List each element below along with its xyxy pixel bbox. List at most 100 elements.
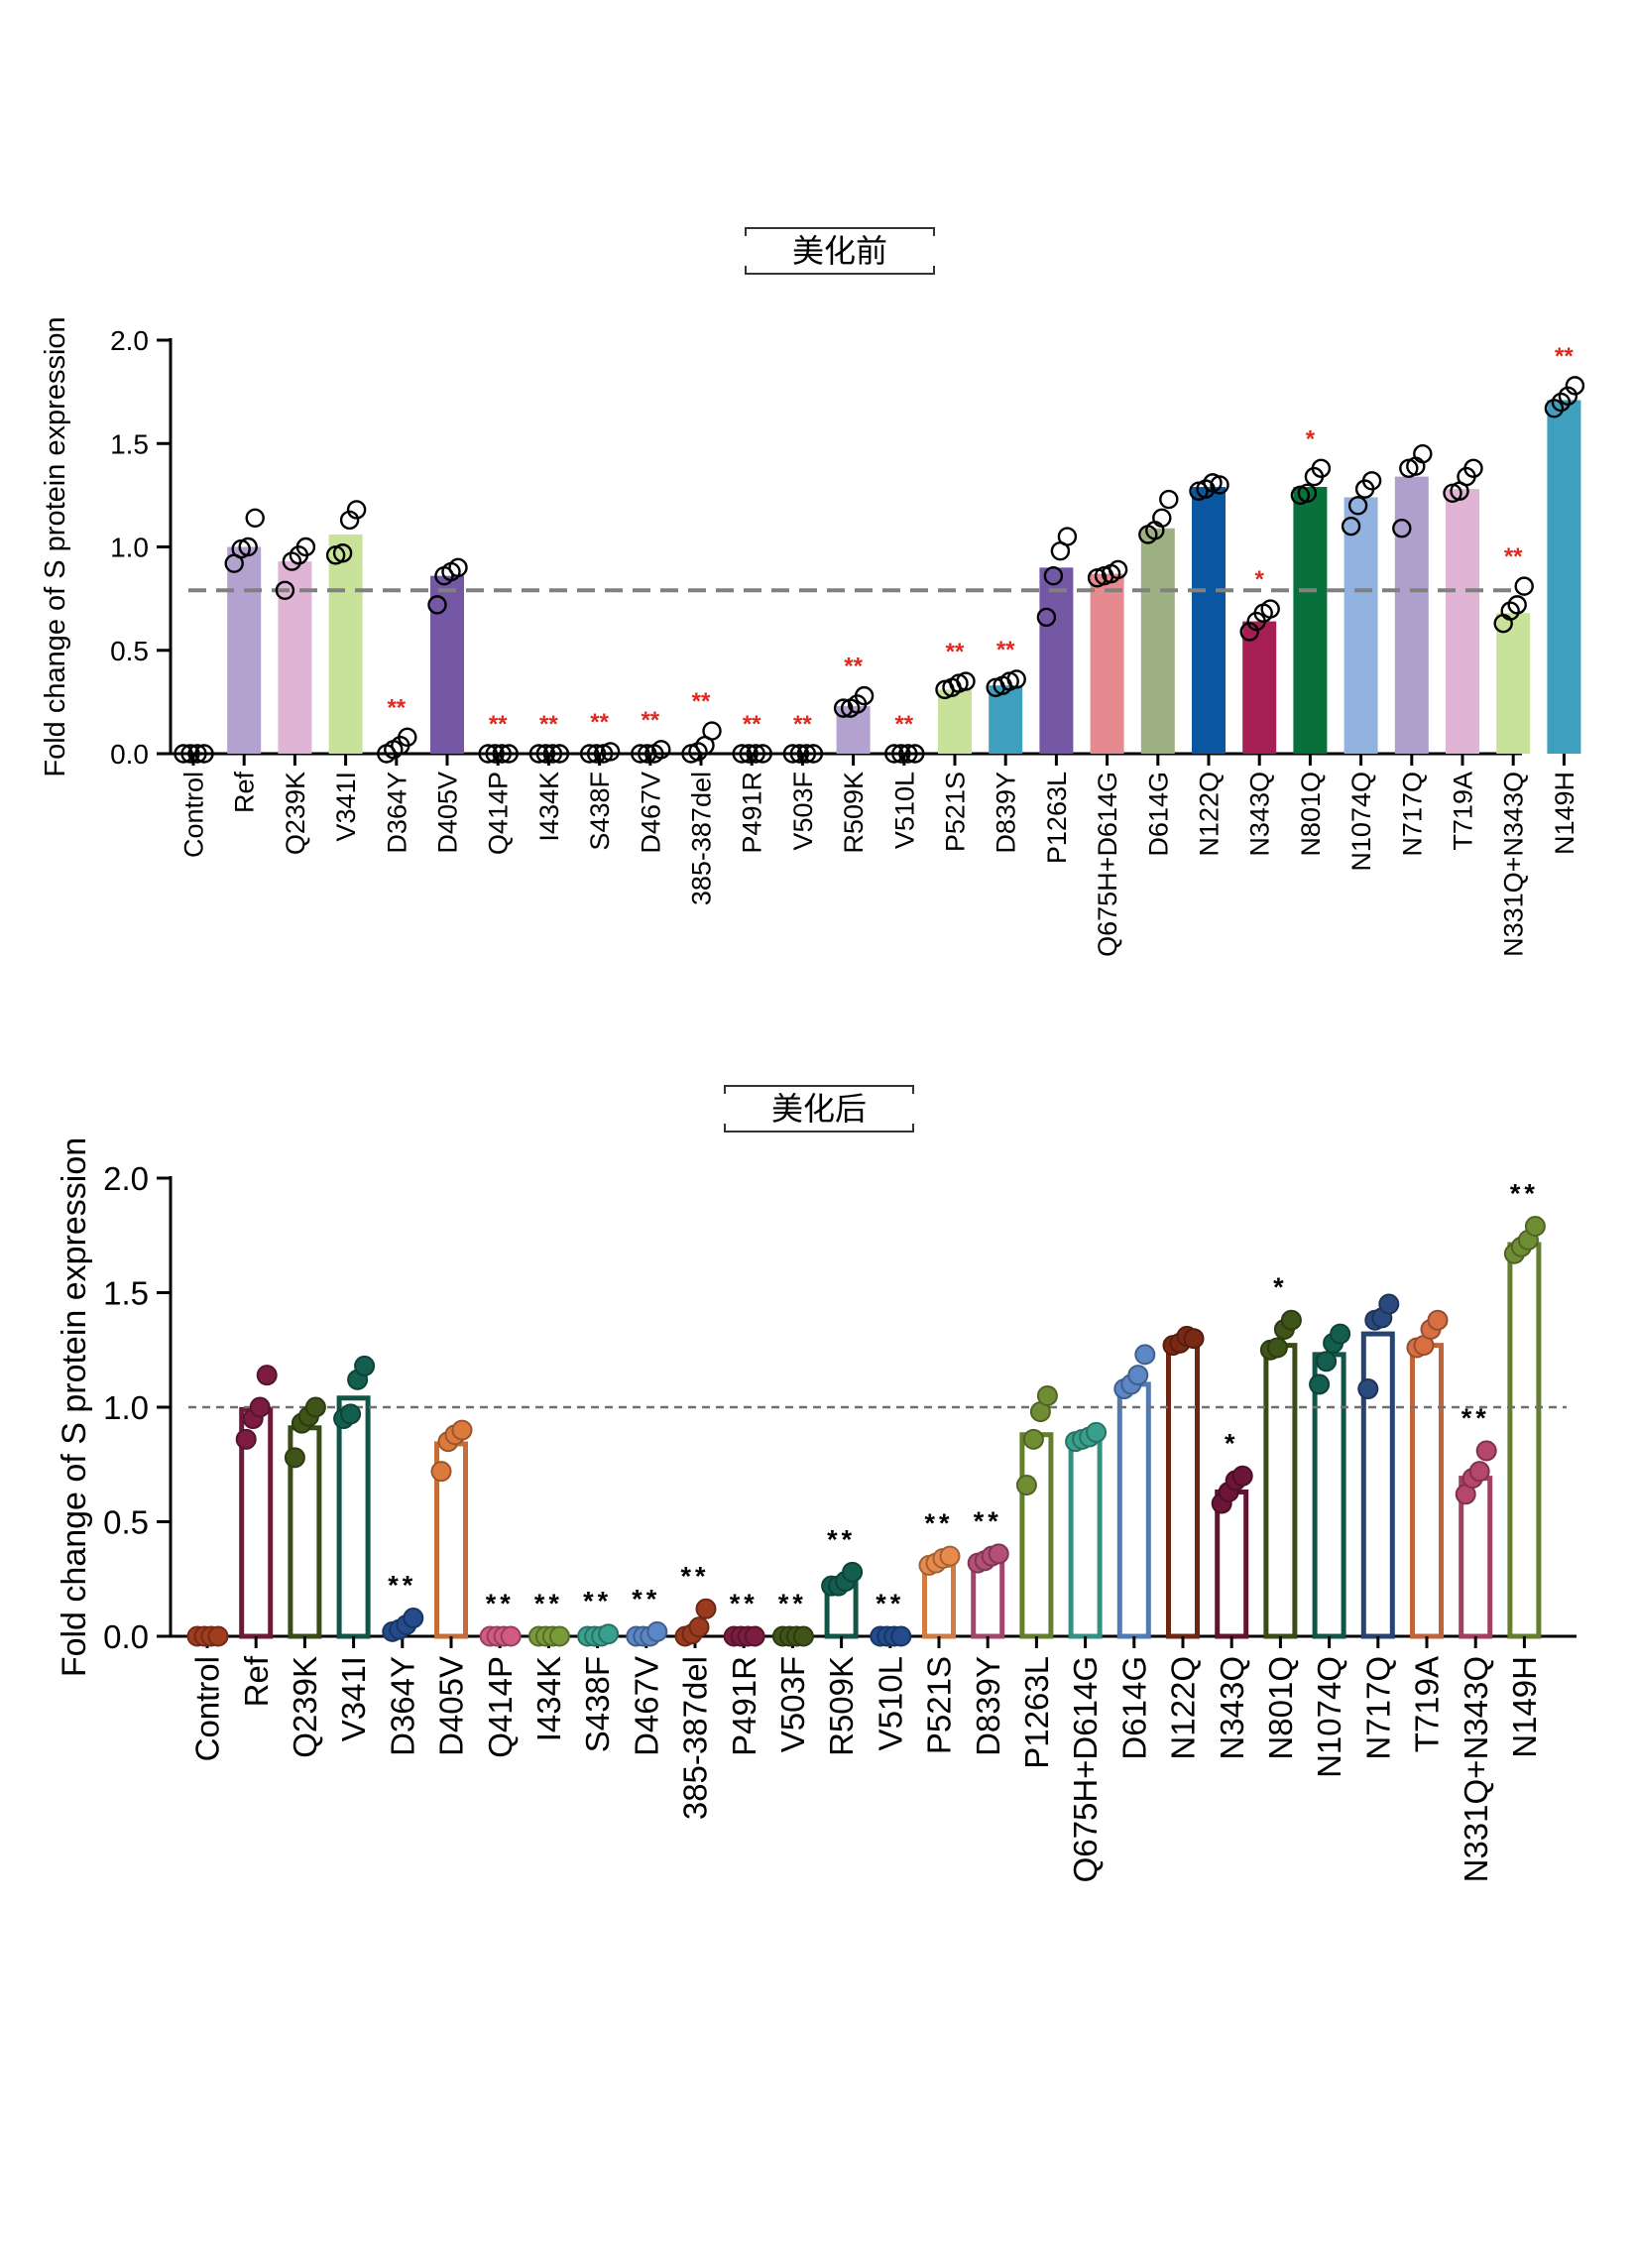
x-tick-label: S438F [585,772,615,851]
bar [1166,1338,1200,1639]
bar [1547,400,1581,754]
data-point [739,744,759,764]
chart-title: 美化后 [724,1085,914,1133]
significance-mark: ** [641,707,659,734]
bar [278,561,312,754]
data-point [500,1625,522,1647]
significance-mark: ** [534,1589,563,1618]
x-tick-label: D405V [432,772,462,854]
y-tick-label: 0.5 [103,1503,149,1540]
y-tick-label: 2.0 [110,325,149,356]
x-tick-label: T719A [1409,1656,1446,1752]
x-tick-label: Q414P [484,772,514,855]
x-tick-label: D839Y [970,1656,1006,1756]
significance-mark: ** [730,1589,759,1618]
x-tick-label: S438F [579,1656,616,1752]
data-point [478,744,498,764]
data-point [249,1396,271,1418]
data-point [732,744,752,764]
data-point [746,744,765,764]
x-tick-label: T719A [1448,772,1477,851]
y-tick-label: 0.0 [103,1618,149,1655]
x-tick-label: Q239K [281,772,310,855]
x-tick-label: I434K [530,1656,567,1741]
data-point [789,744,810,764]
y-tick-label: 0.5 [110,636,149,666]
x-tick-label: N122Q [1194,772,1224,857]
x-tick-label: D364Y [382,772,411,854]
significance-mark: * [1255,566,1265,593]
data-point [1316,1351,1338,1373]
data-point [1183,1328,1205,1350]
x-tick-label: D467V [636,772,665,854]
data-point [187,744,207,764]
data-point [1266,1337,1288,1359]
data-point [702,721,722,741]
significance-mark: ** [743,711,761,738]
bar [328,534,363,754]
y-tick-label: 1.5 [103,1274,149,1311]
bar [1116,1381,1151,1639]
data-point [180,744,200,764]
data-point [340,1403,362,1425]
x-tick-label: V503F [788,772,818,851]
x-tick-label: N1074Q [1346,772,1376,872]
data-point [651,740,671,760]
significance-mark: ** [388,1571,416,1601]
data-point [884,744,904,764]
x-tick-label: Control [178,772,208,858]
bar [430,575,464,754]
data-point [430,1461,452,1483]
x-tick-label: V341I [335,1656,372,1741]
data-point [403,1608,424,1629]
significance-mark: ** [827,1524,856,1554]
data-point [1134,1344,1156,1366]
bar [1293,487,1328,754]
significance-mark: ** [894,711,913,738]
data-point [256,1365,278,1386]
data-point [638,744,657,764]
data-point [354,1355,376,1376]
y-axis-label: Fold change of S protein expression [40,316,71,776]
data-point [1006,669,1026,689]
bar [1192,487,1226,754]
data-point [448,557,468,578]
data-point [427,595,447,615]
x-tick-label: V510L [872,1656,908,1750]
x-tick-label: N1074Q [1311,1656,1347,1778]
x-tick-label: N122Q [1165,1656,1202,1760]
data-point [586,744,607,764]
bar [336,1395,371,1639]
y-axis-label: Fold change of S protein expression [56,1137,93,1677]
x-tick-label: P491R [738,772,767,854]
data-point [1463,458,1483,478]
x-tick-label: Q675H+D614G [1067,1656,1104,1882]
x-tick-label: P521S [940,772,970,852]
data-point [1378,1293,1400,1315]
data-point [1152,508,1172,529]
data-point [753,744,772,764]
data-point [499,744,519,764]
significance-mark: ** [489,711,508,738]
significance-mark: ** [486,1589,515,1618]
chart-title: 美化前 [745,227,935,275]
bar [1090,573,1124,754]
x-tick-label: D614G [1143,772,1173,857]
y-tick-label: 1.0 [110,533,149,563]
bar [227,546,262,754]
bar [836,706,871,754]
x-tick-label: Control [189,1656,226,1761]
x-tick-label: R509K [823,1656,860,1756]
data-point [339,510,360,531]
x-tick-label: D405V [433,1656,470,1756]
data-point [1108,559,1128,580]
x-tick-label: 385-387del [677,1656,714,1820]
significance-mark: * [1273,1272,1288,1302]
data-point [194,744,214,764]
x-tick-label: P521S [921,1656,958,1754]
x-tick-label: N801Q [1262,1656,1299,1760]
data-point [275,580,295,600]
data-point [1524,1216,1546,1238]
data-point [1015,1475,1037,1496]
data-point [1036,607,1057,628]
